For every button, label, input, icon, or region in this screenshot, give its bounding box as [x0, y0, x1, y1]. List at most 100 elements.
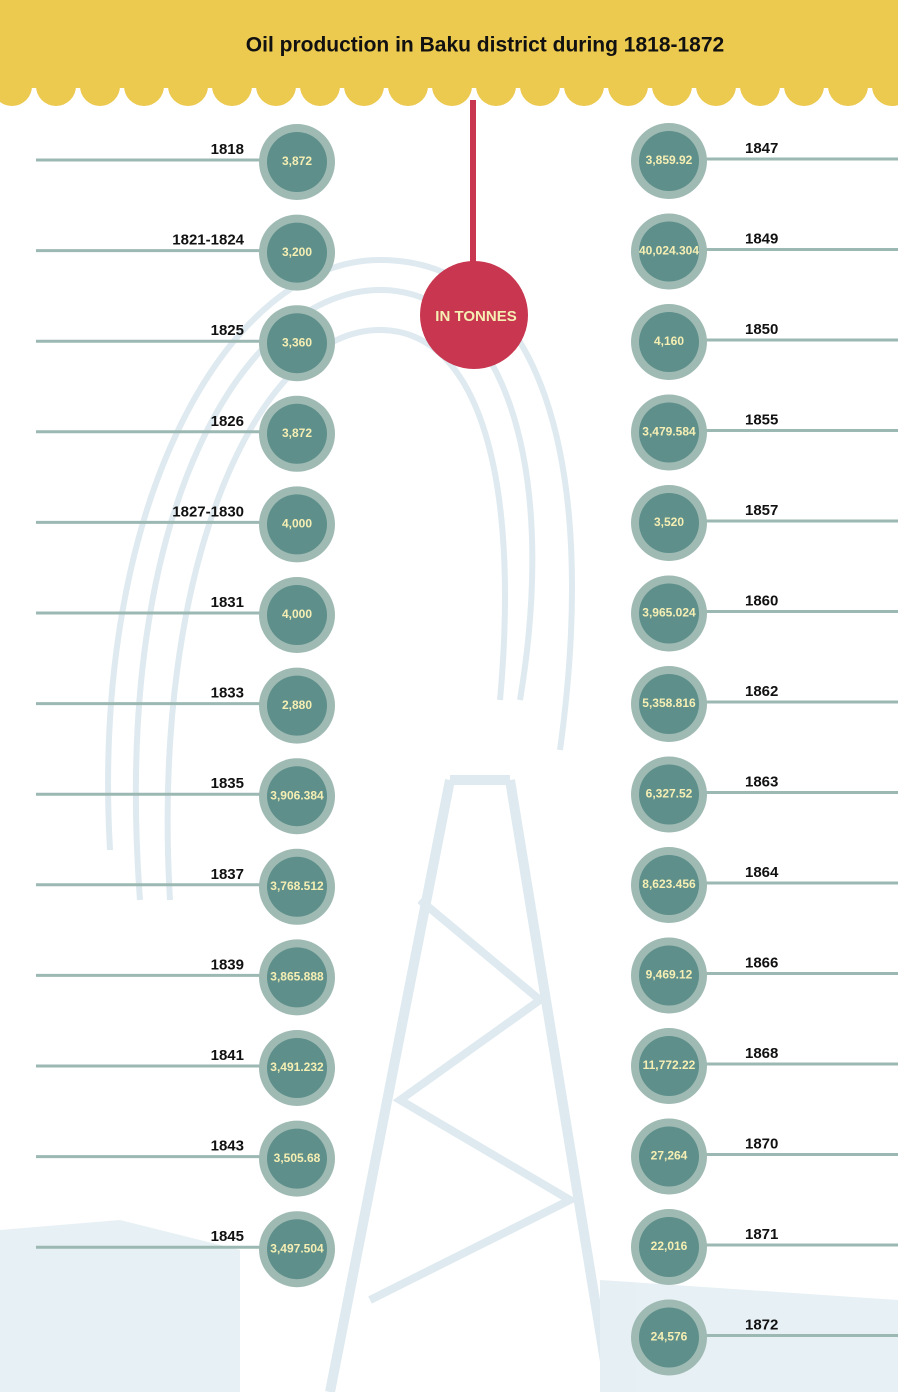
- year-label: 1871: [745, 1226, 778, 1243]
- value-circle: [267, 856, 327, 917]
- value-label: 3,965.024: [642, 606, 696, 620]
- value-circle: [267, 766, 327, 827]
- year-label: 1843: [211, 1138, 244, 1155]
- year-label: 1872: [745, 1317, 778, 1334]
- value-label: 3,479.584: [642, 425, 696, 439]
- year-label: 1839: [211, 956, 244, 973]
- value-label: 3,360: [282, 335, 312, 349]
- value-label: 3,520: [654, 515, 684, 529]
- value-label: 3,497.504: [270, 1241, 324, 1255]
- value-circle: [639, 1307, 699, 1368]
- year-label: 1831: [211, 594, 244, 611]
- value-circle: [639, 221, 699, 282]
- value-circle: [267, 585, 327, 645]
- value-label: 27,264: [651, 1149, 688, 1163]
- year-label: 1860: [745, 593, 778, 610]
- year-label: 1833: [211, 685, 244, 702]
- value-circle: [639, 493, 699, 553]
- scallop: [212, 66, 252, 106]
- value-label: 11,772.22: [643, 1058, 696, 1072]
- scallop: [256, 66, 296, 106]
- year-label: 1863: [745, 774, 778, 791]
- scallop: [784, 66, 824, 106]
- scallop: [608, 66, 648, 106]
- scallop: [300, 66, 340, 106]
- value-circle: [267, 313, 327, 374]
- value-label: 40,024.304: [639, 244, 699, 258]
- scallop: [872, 66, 898, 106]
- value-label: 2,880: [282, 698, 312, 712]
- header: Oil production in Baku district during 1…: [0, 0, 898, 106]
- unit-label: IN TONNES: [435, 308, 516, 325]
- value-label: 3,491.232: [270, 1060, 324, 1074]
- value-label: 22,016: [651, 1239, 688, 1253]
- unit-badge: IN TONNES: [420, 100, 528, 369]
- year-label: 1849: [745, 231, 778, 248]
- value-circle: [267, 222, 327, 283]
- year-label: 1818: [211, 141, 244, 158]
- value-label: 3,768.512: [270, 879, 324, 893]
- value-circle: [267, 947, 327, 1008]
- value-circle: [267, 132, 327, 192]
- value-circle: [639, 674, 699, 734]
- scallop: [476, 66, 516, 106]
- year-label: 1855: [745, 412, 778, 429]
- year-label: 1845: [211, 1228, 244, 1245]
- scallop: [652, 66, 692, 106]
- value-circle: [267, 1038, 327, 1098]
- value-label: 3,872: [282, 426, 312, 440]
- value-circle: [267, 403, 327, 464]
- scallop: [564, 66, 604, 106]
- value-circle: [267, 1128, 327, 1189]
- scallop: [344, 66, 384, 106]
- year-label: 1864: [745, 864, 779, 881]
- year-label: 1857: [745, 502, 778, 519]
- year-label: 1866: [745, 955, 778, 972]
- value-label: 3,200: [282, 245, 312, 259]
- value-circle: [639, 855, 699, 915]
- year-label: 1862: [745, 683, 778, 700]
- scallop: [432, 66, 472, 106]
- value-circle: [639, 1036, 699, 1096]
- scallop: [388, 66, 428, 106]
- value-label: 4,000: [282, 607, 312, 621]
- scallop: [740, 66, 780, 106]
- scallop: [80, 66, 120, 106]
- year-label: 1870: [745, 1136, 778, 1153]
- scallop: [828, 66, 868, 106]
- value-label: 6,327.52: [646, 787, 693, 801]
- value-label: 3,865.888: [270, 970, 324, 984]
- year-label: 1827-1830: [172, 503, 244, 520]
- scallop: [520, 66, 560, 106]
- year-label: 1850: [745, 321, 778, 338]
- value-circle: [639, 131, 699, 191]
- value-circle: [639, 1126, 699, 1187]
- year-label: 1825: [211, 322, 244, 339]
- value-circle: [267, 1219, 327, 1280]
- value-label: 3,906.384: [270, 788, 324, 802]
- value-circle: [639, 583, 699, 644]
- scallop: [168, 66, 208, 106]
- value-circle: [639, 312, 699, 372]
- value-label: 24,576: [651, 1330, 688, 1344]
- value-label: 3,859.92: [646, 153, 693, 167]
- value-circle: [639, 945, 699, 1006]
- year-label: 1847: [745, 140, 778, 157]
- year-label: 1841: [211, 1047, 244, 1064]
- value-label: 5,358.816: [642, 696, 696, 710]
- header-scallops: [0, 66, 898, 106]
- badge-circle: [420, 261, 528, 369]
- year-label: 1835: [211, 775, 244, 792]
- value-circle: [639, 402, 699, 463]
- value-circle: [267, 494, 327, 555]
- value-label: 9,469.12: [646, 968, 693, 982]
- value-label: 3,872: [282, 154, 312, 168]
- value-label: 4,000: [282, 517, 312, 531]
- year-label: 1826: [211, 413, 244, 430]
- value-circle: [639, 1217, 699, 1277]
- title: Oil production in Baku district during 1…: [246, 34, 724, 57]
- year-label: 1837: [211, 866, 244, 883]
- scallop: [0, 66, 32, 106]
- scallop: [696, 66, 736, 106]
